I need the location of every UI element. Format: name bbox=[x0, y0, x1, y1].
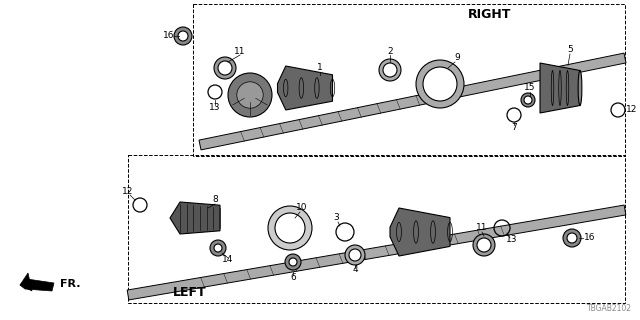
Circle shape bbox=[383, 63, 397, 77]
Circle shape bbox=[524, 96, 532, 104]
Circle shape bbox=[214, 244, 222, 252]
Circle shape bbox=[416, 60, 464, 108]
Circle shape bbox=[268, 206, 312, 250]
Text: RIGHT: RIGHT bbox=[468, 7, 512, 20]
Text: 12: 12 bbox=[122, 188, 134, 196]
Circle shape bbox=[349, 249, 361, 261]
Text: 15: 15 bbox=[524, 84, 536, 92]
Polygon shape bbox=[20, 279, 54, 291]
Circle shape bbox=[563, 229, 581, 247]
Text: 11: 11 bbox=[476, 223, 488, 233]
Text: 2: 2 bbox=[387, 47, 393, 57]
Polygon shape bbox=[170, 202, 220, 234]
Circle shape bbox=[214, 57, 236, 79]
Circle shape bbox=[218, 61, 232, 75]
Bar bbox=[128, 155, 625, 303]
Circle shape bbox=[423, 67, 457, 101]
Polygon shape bbox=[127, 205, 626, 300]
Text: 16: 16 bbox=[163, 31, 175, 41]
Circle shape bbox=[210, 240, 226, 256]
Text: 10: 10 bbox=[296, 204, 308, 212]
Circle shape bbox=[379, 59, 401, 81]
Circle shape bbox=[567, 233, 577, 243]
Circle shape bbox=[477, 238, 491, 252]
Polygon shape bbox=[278, 66, 333, 110]
Circle shape bbox=[473, 234, 495, 256]
Text: LEFT: LEFT bbox=[173, 285, 207, 299]
Circle shape bbox=[228, 73, 272, 117]
Text: 6: 6 bbox=[290, 274, 296, 283]
Circle shape bbox=[275, 213, 305, 243]
Polygon shape bbox=[390, 208, 450, 256]
Text: 13: 13 bbox=[209, 103, 221, 113]
Bar bbox=[193, 4, 625, 156]
Polygon shape bbox=[199, 53, 626, 150]
Text: 8: 8 bbox=[212, 196, 218, 204]
Text: TBGAB2102: TBGAB2102 bbox=[587, 304, 632, 313]
Ellipse shape bbox=[578, 70, 582, 106]
Circle shape bbox=[237, 82, 263, 108]
Text: 16: 16 bbox=[584, 234, 596, 243]
Text: 3: 3 bbox=[333, 213, 339, 222]
Circle shape bbox=[174, 27, 192, 45]
Polygon shape bbox=[20, 273, 32, 291]
Polygon shape bbox=[540, 63, 580, 113]
Circle shape bbox=[285, 254, 301, 270]
Text: FR.: FR. bbox=[60, 279, 80, 289]
Text: 4: 4 bbox=[352, 266, 358, 275]
Text: 14: 14 bbox=[222, 255, 234, 265]
Circle shape bbox=[345, 245, 365, 265]
Text: 1: 1 bbox=[317, 63, 323, 73]
Text: 12: 12 bbox=[627, 106, 637, 115]
Circle shape bbox=[289, 258, 297, 266]
Circle shape bbox=[178, 31, 188, 41]
Text: 13: 13 bbox=[506, 236, 518, 244]
Circle shape bbox=[521, 93, 535, 107]
Text: 11: 11 bbox=[234, 47, 246, 57]
Text: 5: 5 bbox=[567, 45, 573, 54]
Text: 7: 7 bbox=[511, 124, 517, 132]
Text: 9: 9 bbox=[454, 53, 460, 62]
